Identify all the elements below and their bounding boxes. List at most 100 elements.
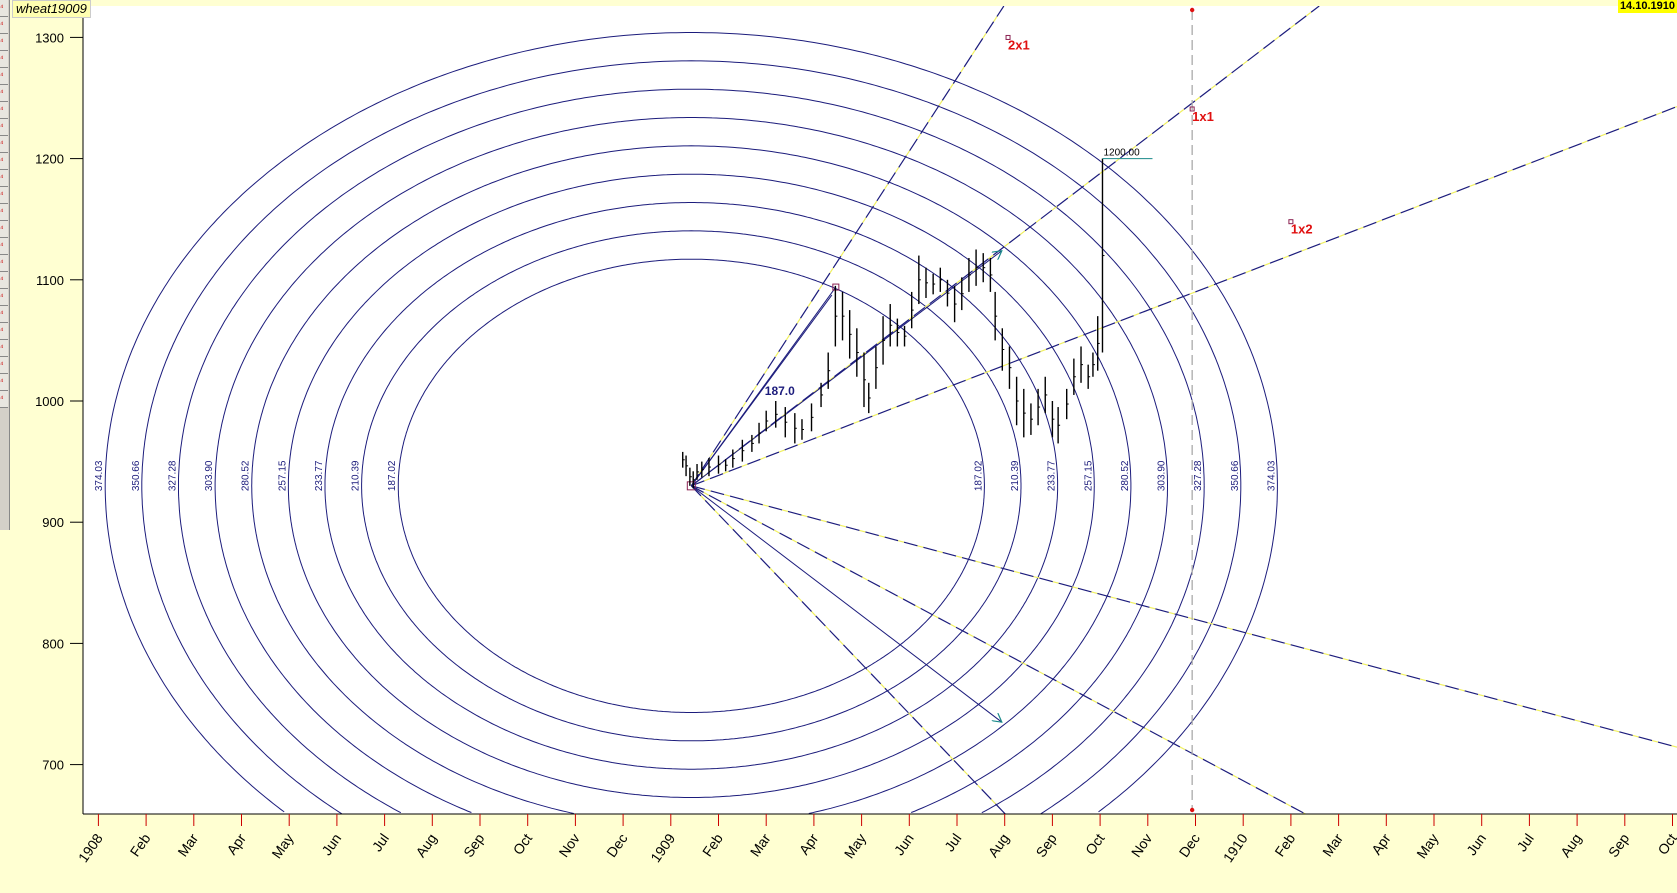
ellipse-radius-label: 233.77 (314, 460, 325, 491)
gann-fan-line-1x1 (690, 6, 1320, 487)
gann-fan-line-1x2-down (691, 485, 1677, 748)
toolbar-tool-button[interactable]: ⁴ (0, 68, 8, 85)
ratio-marker (1189, 106, 1195, 112)
x-tick-label: Sep (1032, 830, 1060, 860)
ratio-label-1x2: 1x2 (1291, 222, 1313, 237)
ellipse-radius-label: 374.03 (1266, 460, 1277, 491)
center-box-marker (686, 481, 696, 491)
x-tick-label: Dec (603, 831, 630, 861)
toolbar-tool-button[interactable]: ⁴ (0, 374, 8, 391)
toolbar-tool-button[interactable]: ⁴ (0, 187, 8, 204)
gann-fan-line-highlight (691, 485, 1306, 814)
ellipse-radius-label: 350.66 (131, 460, 142, 491)
toolbar-tool-button[interactable]: ⁴ (0, 255, 8, 272)
ellipse-radius-label: 187.02 (973, 460, 984, 491)
radius-label: 187.0 (765, 384, 795, 398)
ellipse-radius-label: 327.28 (1193, 460, 1204, 491)
y-tick-label: 700 (42, 758, 64, 773)
x-tick-label: Apr (1368, 830, 1394, 857)
x-tick-label: Mar (1319, 830, 1346, 859)
toolbar-tool-button[interactable]: ⁴ (0, 17, 8, 34)
x-tick-label: Oct (1082, 830, 1108, 857)
toolbar-tool-button[interactable]: ⁴ (0, 323, 8, 340)
toolbar-tool-button[interactable]: ⁴ (0, 51, 8, 68)
x-tick-label: Dec (1176, 831, 1203, 861)
x-tick-label: Mar (747, 830, 774, 859)
toolbar-tool-button[interactable]: ⁴ (0, 136, 8, 153)
ellipse-radius-label: 350.66 (1230, 460, 1241, 491)
toolbar-tool-button[interactable]: ⁴ (0, 204, 8, 221)
toolbar-tool-button[interactable]: ⁴ (0, 238, 8, 255)
x-tick-label: Aug (412, 831, 439, 861)
x-tick-label: Feb (127, 830, 154, 859)
toolbar-tool-button[interactable]: ⁴ (0, 0, 8, 17)
ellipse-radius-label: 374.03 (94, 460, 105, 491)
ratio-label-2x1: 2x1 (1008, 37, 1030, 52)
square-of-price-ellipse (287, 173, 1095, 798)
ellipse-radius-label: 210.39 (1010, 460, 1021, 491)
square-of-price-ellipse (141, 60, 1242, 814)
x-tick-label: Aug (1557, 831, 1584, 861)
x-tick-label: Aug (985, 831, 1012, 861)
x-tick-label: Jul (1513, 831, 1536, 855)
ellipse-radius-label: 303.90 (1157, 460, 1168, 491)
x-tick-label: 1909 (647, 830, 678, 865)
y-tick-label: 900 (42, 515, 64, 530)
x-tick-label: Nov (555, 831, 582, 861)
toolbar-tool-button[interactable]: ⁴ (0, 153, 8, 170)
x-tick-label: Mar (174, 830, 201, 859)
square-of-price-ellipse (251, 145, 1132, 814)
x-tick-label: Oct (1654, 830, 1677, 857)
x-tick-label: Oct (510, 830, 536, 857)
gann-fan-line-2x1-down (690, 485, 1006, 814)
gann-fan-line-1x2 (691, 106, 1677, 487)
x-tick-label: Feb (1271, 830, 1298, 859)
ellipse-radius-label: 280.52 (1120, 460, 1131, 491)
x-tick-label: May (1413, 831, 1441, 862)
ratio-label-1x1: 1x1 (1192, 109, 1214, 124)
y-tick-label: 800 (42, 636, 64, 651)
x-tick-label: 1910 (1220, 830, 1251, 865)
plot-area (83, 6, 1677, 814)
pivot-line (690, 294, 833, 487)
toolbar-tool-button[interactable]: ⁴ (0, 306, 8, 323)
x-tick-label: May (841, 831, 869, 862)
x-tick-label: Apr (223, 830, 249, 857)
gann-fan-line-highlight (690, 6, 1320, 487)
x-tick-label: Apr (796, 830, 822, 857)
ellipse-radius-label: 257.15 (277, 460, 288, 491)
y-tick-label: 1200 (35, 152, 64, 167)
x-tick-label: Jun (891, 831, 917, 859)
toolbar-tool-button[interactable]: ⁴ (0, 102, 8, 119)
trend-arrow (691, 251, 1002, 487)
x-tick-label: Jun (318, 831, 344, 859)
toolbar-tool-button[interactable]: ⁴ (0, 34, 8, 51)
x-tick-label: May (268, 831, 296, 862)
time-cursor-dot (1189, 807, 1195, 813)
toolbar-tool-button[interactable]: ⁴ (0, 340, 8, 357)
ellipse-radius-label: 233.77 (1047, 460, 1058, 491)
ellipse-radius-label: 257.15 (1083, 460, 1094, 491)
y-tick-label: 1300 (35, 30, 64, 45)
x-tick-label: Sep (460, 830, 488, 860)
gann-fan-line-highlight (691, 106, 1677, 487)
toolbar-tool-button[interactable]: ⁴ (0, 357, 8, 374)
toolbar-tool-button[interactable]: ⁴ (0, 289, 8, 306)
toolbar-tool-button[interactable]: ⁴ (0, 221, 8, 238)
time-cursor-dot (1189, 7, 1195, 13)
toolbar-tool-button[interactable]: ⁴ (0, 391, 8, 408)
toolbar-tool-button[interactable]: ⁴ (0, 119, 8, 136)
x-tick-label: Jul (369, 831, 392, 855)
toolbar-tool-button[interactable]: ⁴ (0, 272, 8, 289)
trend-arrow (691, 485, 1002, 722)
x-tick-label: Jun (1463, 831, 1489, 859)
toolbar-tool-button[interactable]: ⁴ (0, 85, 8, 102)
ellipse-radius-label: 303.90 (204, 460, 215, 491)
toolbar-tool-button[interactable]: ⁴ (0, 170, 8, 187)
y-tick-label: 1000 (35, 394, 64, 409)
gann-fan-line-highlight (690, 485, 1006, 814)
ratio-marker (1005, 34, 1011, 40)
x-tick-label: Sep (1605, 830, 1633, 860)
